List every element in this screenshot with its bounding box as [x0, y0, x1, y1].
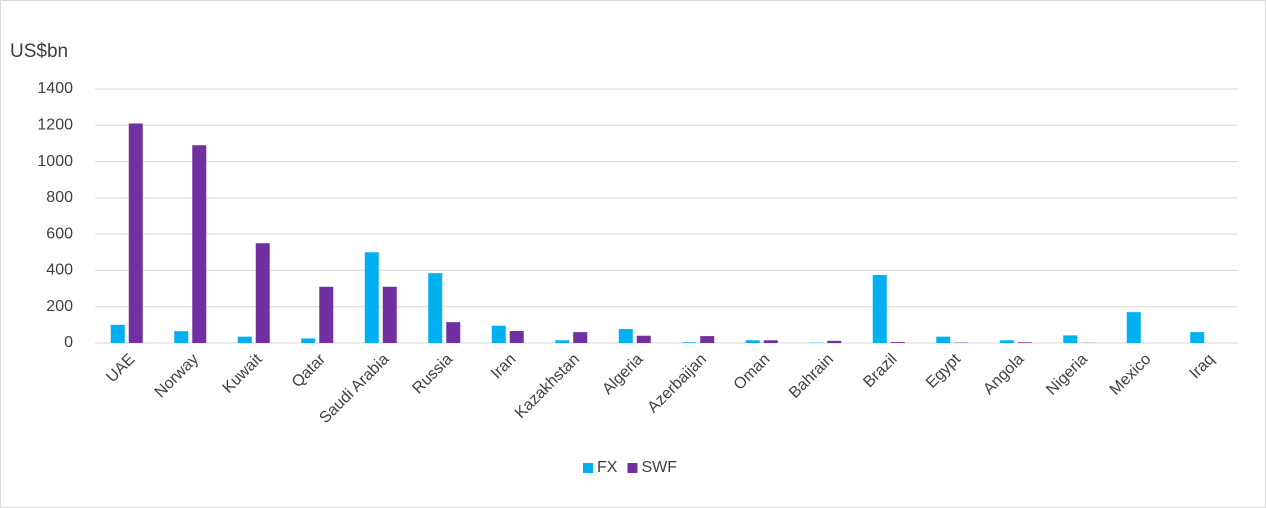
legend-swatch [627, 463, 638, 473]
y-tick-label: 0 [64, 334, 73, 351]
bar [255, 243, 270, 343]
bar [1126, 312, 1141, 343]
bar [555, 340, 570, 343]
y-tick-label: 1400 [37, 80, 73, 97]
bar [128, 123, 143, 343]
bar [936, 336, 951, 343]
bar [174, 331, 189, 343]
legend-swatch [583, 463, 593, 473]
y-axis-label: US$bn [10, 41, 68, 62]
legend-label: FX [597, 459, 618, 476]
y-tick-label: 200 [46, 298, 73, 315]
y-tick-label: 800 [46, 189, 73, 206]
bar [636, 335, 651, 343]
bar [110, 324, 125, 343]
bar [446, 322, 461, 343]
bar [999, 340, 1014, 343]
bar [428, 273, 443, 343]
bar [509, 331, 524, 343]
bar [301, 338, 316, 343]
bar [382, 286, 397, 343]
bar [1017, 342, 1032, 343]
y-tick-label: 400 [46, 262, 73, 279]
bar [745, 340, 760, 343]
bar [700, 336, 715, 343]
bar [192, 145, 207, 343]
bar [491, 325, 506, 343]
bar [890, 342, 905, 343]
y-tick-label: 1200 [37, 117, 73, 134]
bar [618, 329, 633, 343]
bar [1063, 335, 1078, 343]
y-tick-label: 600 [46, 225, 73, 242]
bar [763, 340, 778, 343]
bar [872, 274, 887, 343]
bar [237, 336, 252, 343]
bar [827, 340, 842, 343]
bar [364, 252, 379, 343]
legend-label: SWF [641, 459, 677, 476]
y-tick-label: 1000 [37, 153, 73, 170]
bar [573, 332, 588, 343]
bar [682, 342, 697, 343]
bar [319, 286, 334, 343]
bar [1190, 332, 1205, 343]
